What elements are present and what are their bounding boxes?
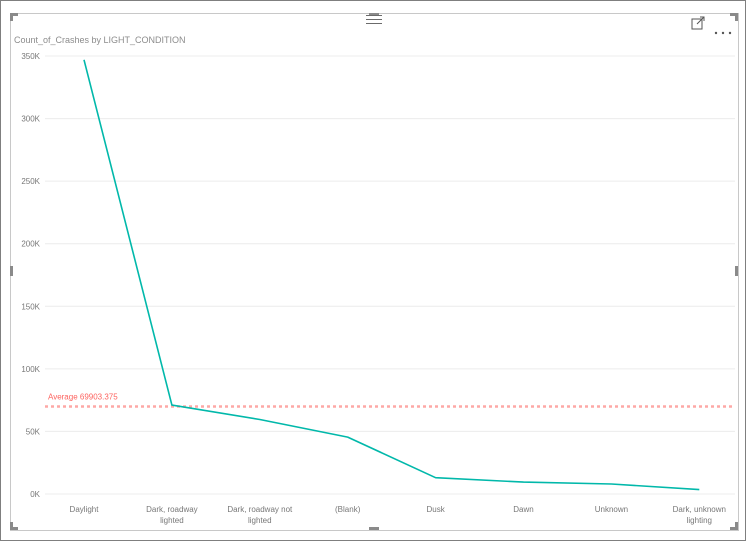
y-tick-label: 50K [26, 427, 41, 436]
data-point[interactable] [81, 57, 87, 63]
x-tick-label: (Blank) [335, 505, 361, 514]
data-point[interactable] [608, 481, 614, 487]
x-tick-label-line: Dark, roadway [146, 505, 198, 514]
data-point[interactable] [257, 417, 263, 423]
resize-handle-bottom-right[interactable] [730, 527, 738, 530]
data-point[interactable] [696, 487, 702, 493]
x-tick-label-line: Dawn [513, 505, 533, 514]
resize-handle-top-right[interactable] [735, 13, 738, 21]
resize-handle-bottom[interactable] [369, 527, 379, 530]
line-chart-visual[interactable] [10, 13, 739, 531]
data-point[interactable] [433, 475, 439, 481]
resize-handle-left[interactable] [10, 266, 13, 276]
x-tick-label-line: lighted [160, 516, 184, 525]
resize-handle-top-right[interactable] [730, 13, 738, 16]
average-line-label: Average 69903.375 [48, 393, 118, 402]
series-count-of-crashes [81, 57, 702, 493]
x-tick-label-line: lighting [687, 516, 712, 525]
x-tick-label-line: Dusk [426, 505, 445, 514]
y-tick-label: 0K [30, 490, 40, 499]
resize-handle-top-left[interactable] [10, 13, 13, 21]
y-tick-label: 200K [21, 240, 40, 249]
more-options-icon[interactable] [714, 22, 732, 40]
x-tick-label: Dawn [513, 505, 533, 514]
average-reference-line: Average 69903.375 [45, 393, 735, 408]
x-tick-label: Dark, unknown lighting [673, 505, 726, 525]
x-tick-label-line: Dark, roadway not [227, 505, 293, 514]
y-tick-label: 300K [21, 115, 40, 124]
x-tick-label: Dark, roadway lighted [146, 505, 198, 525]
x-tick-label: Daylight [70, 505, 100, 514]
focus-mode-icon[interactable] [691, 16, 706, 35]
x-tick-label-line: Daylight [70, 505, 100, 514]
x-tick-label: Dark, roadway not lighted [227, 505, 293, 525]
x-tick-label-line: Dark, unknown [673, 505, 726, 514]
drag-handle-icon[interactable] [366, 15, 382, 25]
resize-handle-bottom-right[interactable] [735, 522, 738, 530]
data-point[interactable] [345, 434, 351, 440]
x-tick-label: Dusk [426, 505, 445, 514]
chart-title: Count_of_Crashes by LIGHT_CONDITION [14, 35, 186, 45]
series-line[interactable] [83, 59, 700, 491]
resize-handle-right[interactable] [735, 266, 738, 276]
x-tick-label-line: lighted [248, 516, 272, 525]
resize-handle-top[interactable] [369, 13, 379, 16]
resize-handle-bottom-left[interactable] [10, 522, 13, 530]
data-point[interactable] [521, 479, 527, 485]
x-tick-label-line: Unknown [595, 505, 628, 514]
x-tick-label-line: (Blank) [335, 505, 361, 514]
gridlines [45, 55, 735, 495]
data-point[interactable] [169, 402, 175, 408]
y-tick-label: 150K [21, 302, 40, 311]
x-tick-label: Unknown [595, 505, 628, 514]
y-axis: 0K 50K 100K 150K 200K 250K 300K 350K [21, 52, 40, 499]
y-tick-label: 250K [21, 177, 40, 186]
resize-handle-top-left[interactable] [10, 13, 18, 16]
y-tick-label: 100K [21, 365, 40, 374]
y-tick-label: 350K [21, 52, 40, 61]
resize-handle-bottom-left[interactable] [10, 527, 18, 530]
